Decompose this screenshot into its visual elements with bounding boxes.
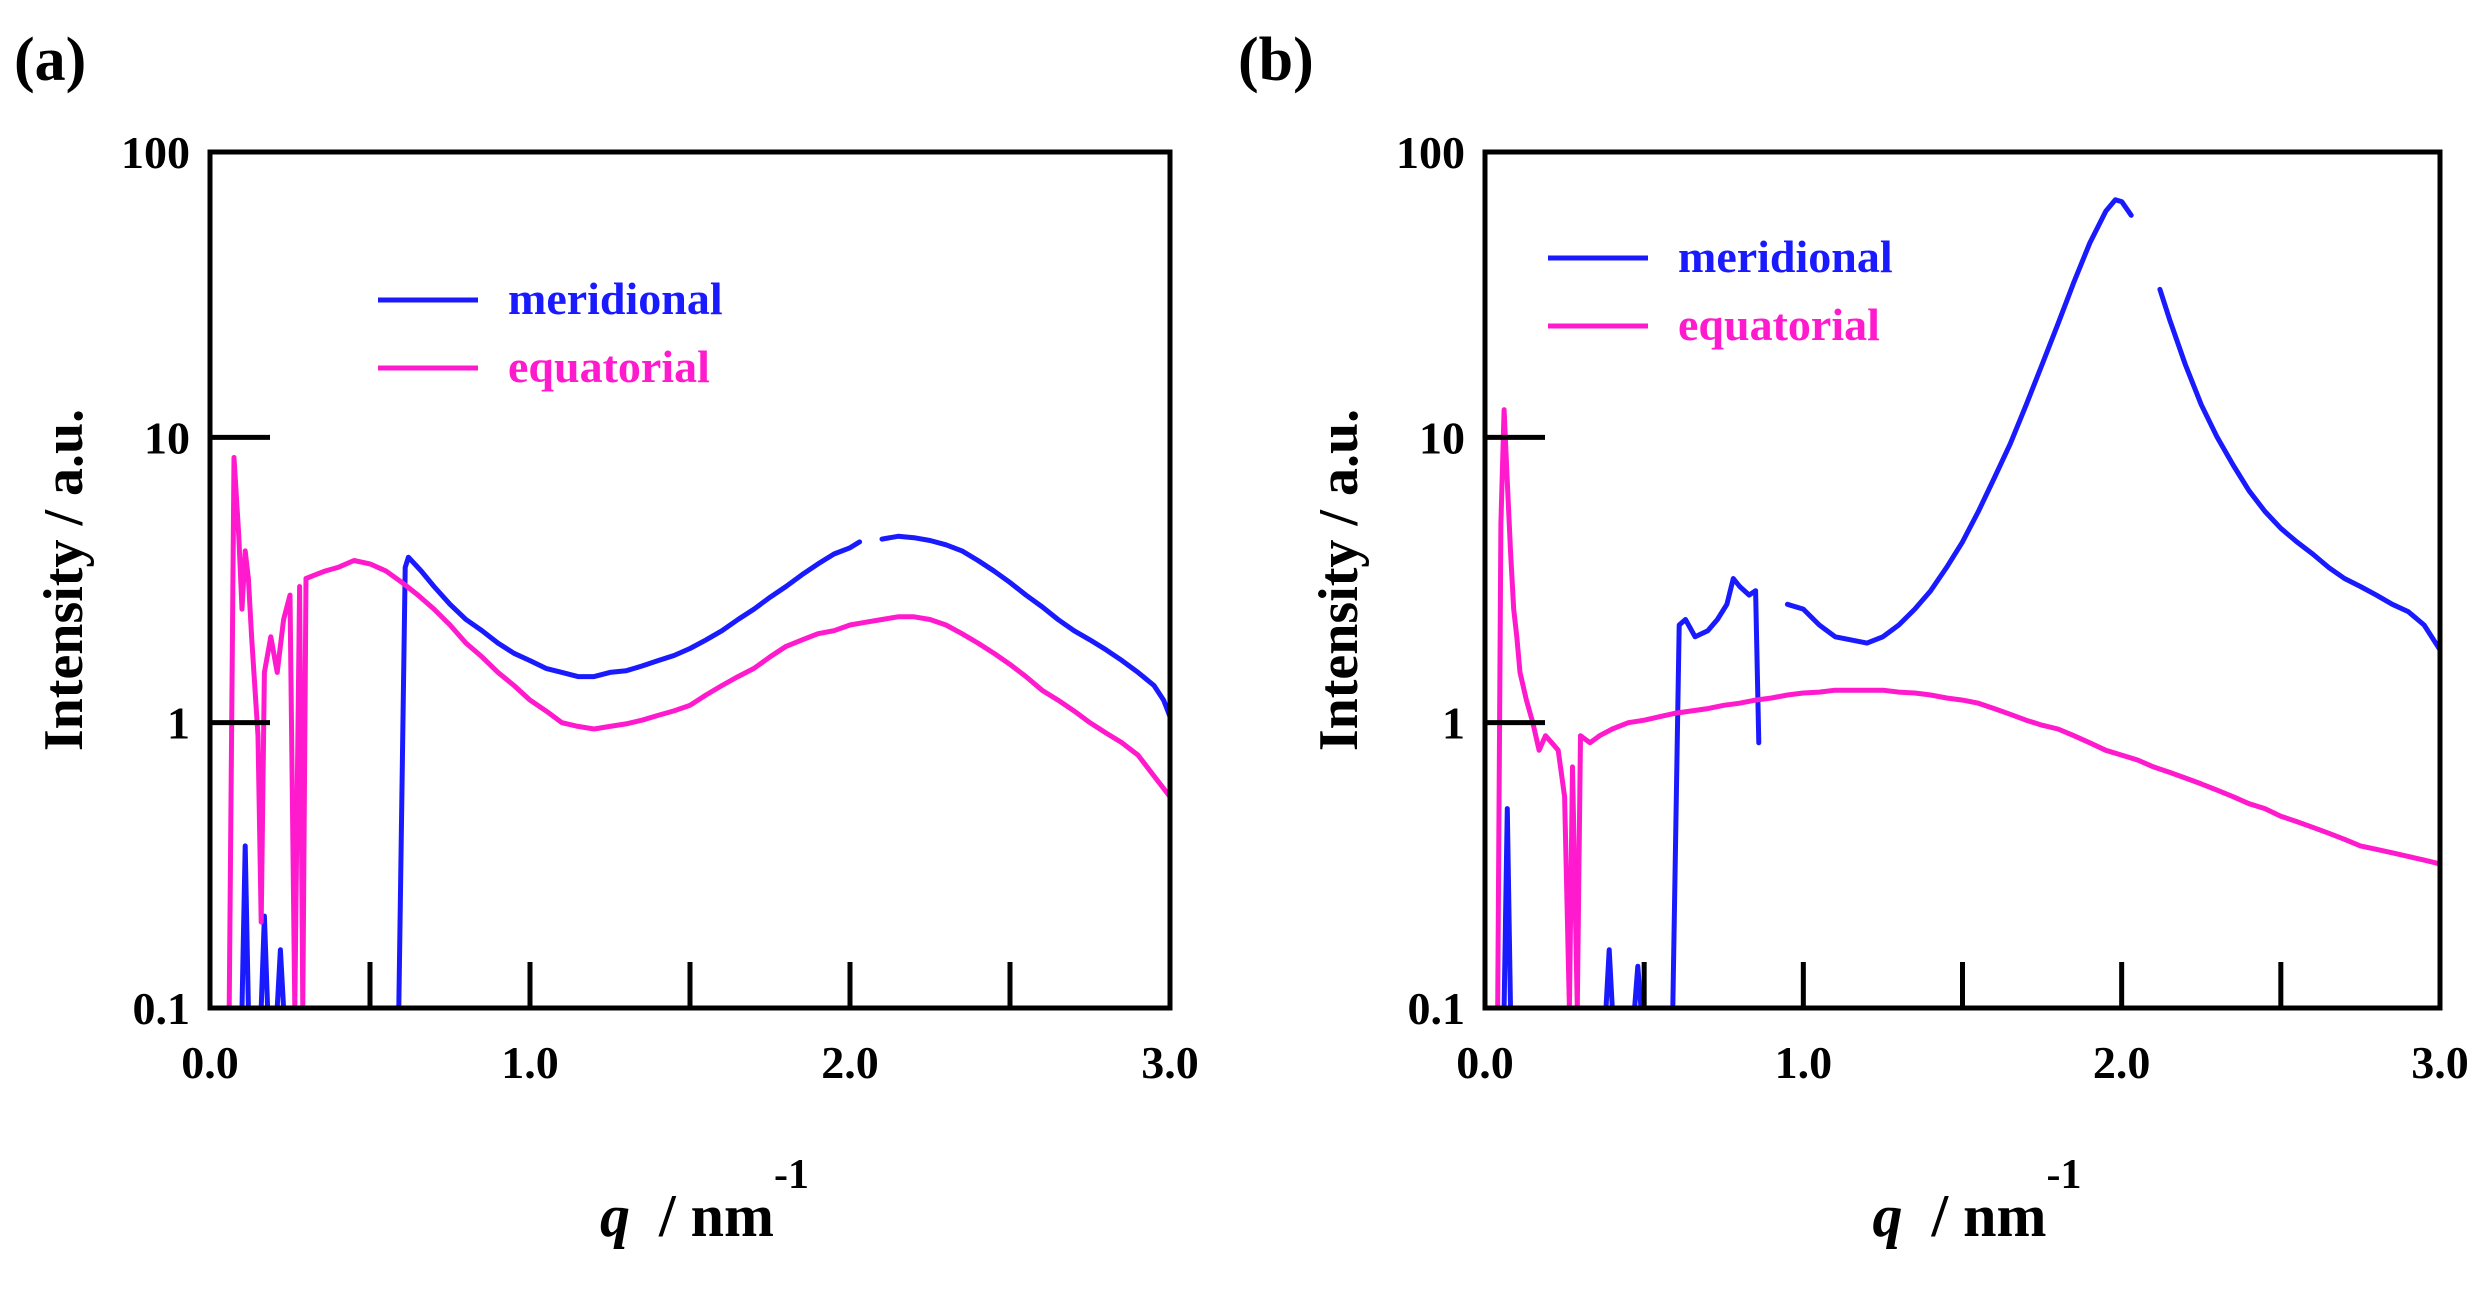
x-axis-symbol: q xyxy=(600,1183,630,1249)
legend-label-meridional: meridional xyxy=(1678,231,1893,282)
x-axis-symbol: q xyxy=(1873,1183,1903,1249)
y-tick-label: 1 xyxy=(1442,698,1465,749)
series-line-meridional-segment-3 xyxy=(1670,576,1762,1008)
series-equatorial xyxy=(1495,407,2440,1008)
x-tick-label: 3.0 xyxy=(2411,1037,2469,1088)
series-line-meridional-segment-5 xyxy=(2157,286,2440,653)
x-axis-unit: / nm xyxy=(1917,1183,2047,1249)
series-line-equatorial-segment-0 xyxy=(226,455,1170,1008)
series-line-equatorial-segment-0 xyxy=(1495,407,2440,1008)
x-tick-label: 3.0 xyxy=(1141,1037,1199,1088)
y-tick-label: 0.1 xyxy=(1408,983,1466,1034)
panel-label: (b) xyxy=(1238,26,1314,94)
x-tick-label: 0.0 xyxy=(181,1037,239,1088)
y-tick-label: 100 xyxy=(1396,127,1465,178)
series-line-meridional-segment-3 xyxy=(396,539,863,1008)
series-line-meridional-segment-0 xyxy=(1501,806,1513,1008)
legend-label-meridional: meridional xyxy=(508,273,723,324)
x-tick-label: 2.0 xyxy=(2093,1037,2151,1088)
x-tick-label: 2.0 xyxy=(821,1037,879,1088)
series-line-meridional-segment-2 xyxy=(1632,963,1644,1008)
x-axis-label: q / nm-1 xyxy=(1873,1152,2082,1249)
x-axis-label: q / nm-1 xyxy=(600,1152,809,1249)
series-line-meridional-segment-1 xyxy=(258,913,271,1008)
y-tick-label: 10 xyxy=(144,412,190,463)
series-meridional xyxy=(239,533,1170,1008)
y-tick-label: 100 xyxy=(121,127,190,178)
y-tick-label: 10 xyxy=(1419,412,1465,463)
x-tick-label: 1.0 xyxy=(501,1037,559,1088)
series-line-meridional-segment-0 xyxy=(239,843,251,1008)
y-tick-label: 1 xyxy=(167,698,190,749)
series-line-meridional-segment-2 xyxy=(274,947,287,1008)
panel-b: (b) 0.0 1.0 2.0 3.0 0.1 1 10 100 Intensity / a.u.… xyxy=(1238,26,2469,1249)
y-axis-label: Intensity / a.u. xyxy=(33,409,95,751)
x-axis-exponent: -1 xyxy=(774,1152,809,1198)
plot-frame xyxy=(1482,149,2443,1011)
y-tick-label: 0.1 xyxy=(133,983,191,1034)
series-line-meridional-segment-4 xyxy=(1784,197,2134,646)
series-line-meridional-segment-4 xyxy=(879,533,1170,720)
x-tick-label: 0.0 xyxy=(1456,1037,1514,1088)
panel-a: (a) 0.0 1.0 2.0 3.0 0.1 1 10 100 Intensity / a.u.… xyxy=(14,26,1199,1249)
series-meridional xyxy=(1501,197,2440,1008)
x-axis-exponent: -1 xyxy=(2047,1152,2082,1198)
series-line-meridional-segment-1 xyxy=(1603,947,1615,1008)
y-axis-label: Intensity / a.u. xyxy=(1308,409,1370,751)
x-axis-unit: / nm xyxy=(644,1183,774,1249)
panel-label: (a) xyxy=(14,26,86,94)
x-tick-label: 1.0 xyxy=(1775,1037,1833,1088)
legend-label-equatorial: equatorial xyxy=(1678,299,1880,350)
legend-label-equatorial: equatorial xyxy=(508,341,710,392)
series-equatorial xyxy=(226,455,1170,1008)
